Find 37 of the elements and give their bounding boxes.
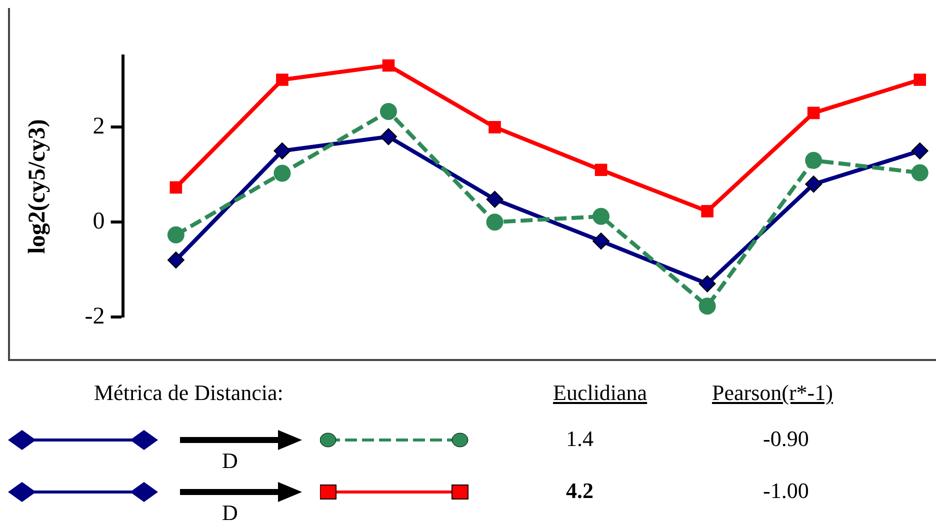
text: Métrica de Distancia: bbox=[94, 380, 284, 406]
y-tick-label: -2 bbox=[84, 303, 105, 330]
point bbox=[274, 164, 291, 182]
text: Euclidiana bbox=[553, 380, 648, 406]
point bbox=[167, 226, 184, 244]
point bbox=[807, 106, 820, 120]
point bbox=[592, 208, 610, 225]
y-tick-label: 2 bbox=[92, 113, 105, 140]
text: 1.4 bbox=[566, 426, 594, 452]
point bbox=[488, 121, 501, 134]
point bbox=[486, 214, 504, 231]
point bbox=[592, 232, 610, 250]
point bbox=[167, 252, 184, 269]
point bbox=[911, 164, 928, 182]
point bbox=[170, 181, 182, 194]
point bbox=[380, 128, 397, 146]
point bbox=[274, 142, 291, 160]
point bbox=[594, 164, 608, 176]
point bbox=[805, 152, 822, 169]
text: D bbox=[222, 448, 238, 474]
point bbox=[701, 205, 714, 218]
point bbox=[698, 298, 716, 315]
text: -0.90 bbox=[763, 426, 809, 452]
text: -1.00 bbox=[763, 478, 809, 504]
y-tick-label: 0 bbox=[92, 208, 105, 234]
text: Pearson(r*-1) bbox=[712, 380, 833, 406]
y-axis-title: log2(cy5/cy3) bbox=[24, 119, 51, 254]
point bbox=[380, 103, 397, 120]
text: D bbox=[222, 500, 238, 526]
point bbox=[914, 74, 926, 86]
point bbox=[486, 190, 504, 208]
point bbox=[698, 275, 716, 292]
point bbox=[276, 74, 288, 86]
point bbox=[805, 176, 822, 193]
point bbox=[382, 59, 395, 72]
text: 4.2 bbox=[566, 478, 594, 504]
point bbox=[911, 142, 928, 160]
